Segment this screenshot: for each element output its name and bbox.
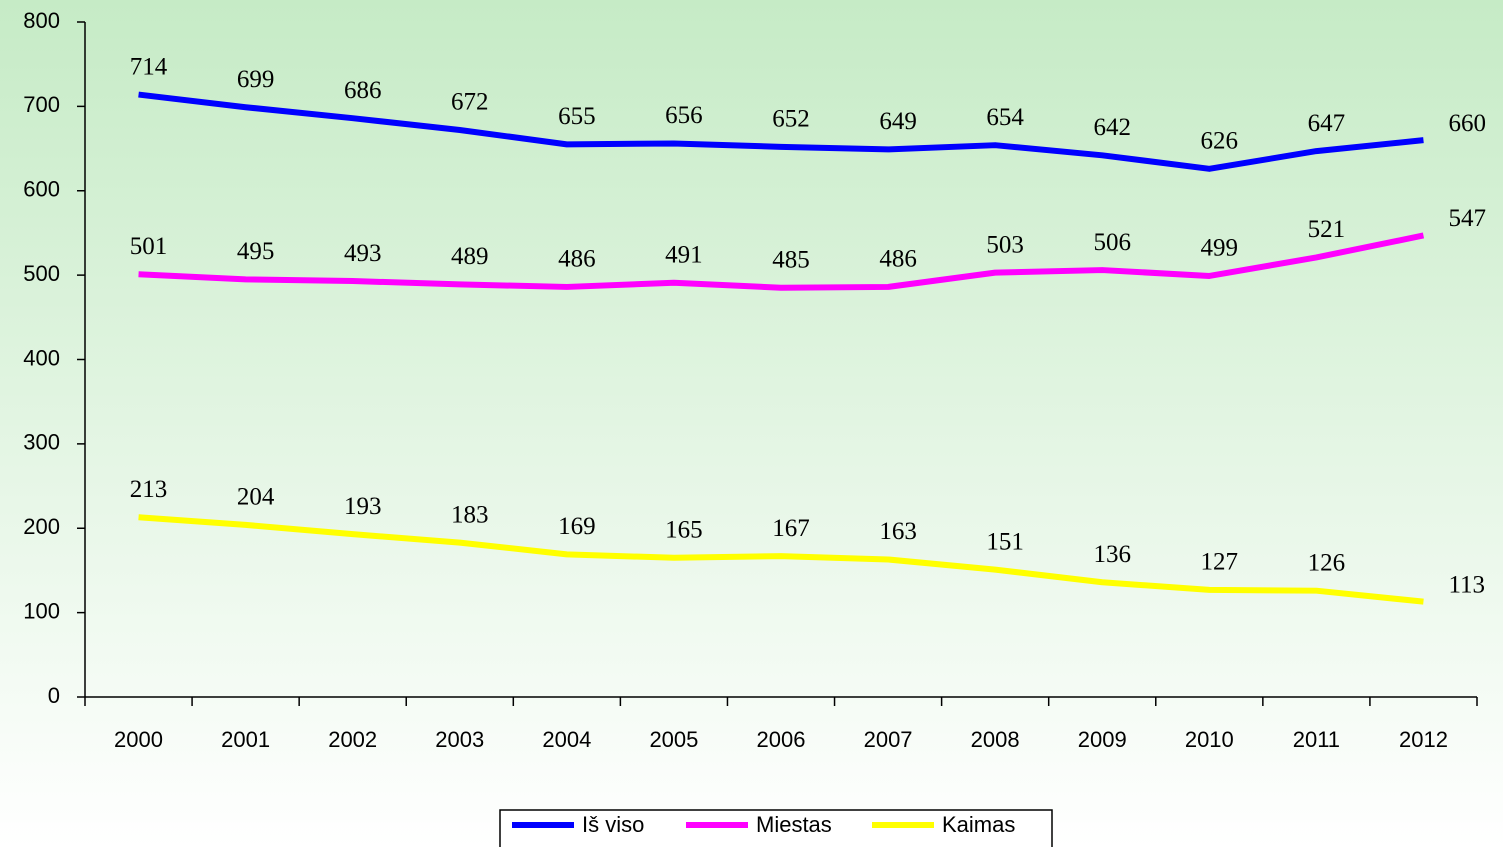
data-label: 151 (986, 528, 1024, 555)
data-label: 169 (558, 513, 596, 540)
data-label: 486 (558, 246, 596, 273)
y-tick-label: 400 (23, 345, 60, 370)
data-label: 204 (237, 484, 275, 511)
data-label: 167 (772, 515, 810, 542)
data-label: 493 (344, 240, 382, 267)
y-tick-label: 200 (23, 514, 60, 539)
data-label: 656 (665, 102, 703, 129)
x-tick-label: 2007 (864, 727, 913, 752)
data-label: 506 (1093, 229, 1131, 256)
data-label: 547 (1448, 205, 1486, 232)
data-label: 660 (1448, 110, 1486, 137)
x-tick-label: 2010 (1185, 727, 1234, 752)
data-label: 213 (130, 476, 168, 503)
y-tick-label: 800 (23, 8, 60, 33)
data-label: 495 (237, 238, 275, 265)
x-tick-label: 2005 (649, 727, 698, 752)
y-tick-label: 500 (23, 261, 60, 286)
data-label: 649 (879, 108, 917, 135)
data-label: 714 (130, 53, 168, 80)
legend-label: Kaimas (942, 812, 1015, 837)
x-tick-label: 2006 (757, 727, 806, 752)
y-tick-label: 600 (23, 177, 60, 202)
data-label: 126 (1308, 549, 1346, 576)
data-label: 486 (879, 246, 917, 273)
data-label: 489 (451, 243, 489, 270)
data-label: 113 (1448, 571, 1485, 598)
legend-label: Iš viso (582, 812, 644, 837)
data-label: 686 (344, 77, 382, 104)
x-tick-label: 2004 (542, 727, 591, 752)
data-label: 642 (1093, 114, 1131, 141)
legend-label: Miestas (756, 812, 832, 837)
series-line (138, 91, 1424, 172)
x-tick-label: 2003 (435, 727, 484, 752)
data-label: 136 (1093, 541, 1131, 568)
x-tick-label: 2009 (1078, 727, 1127, 752)
x-tick-label: 2012 (1399, 727, 1448, 752)
series-line (138, 514, 1424, 605)
data-label: 654 (986, 104, 1024, 131)
data-label: 652 (772, 106, 810, 133)
data-label: 485 (772, 247, 810, 274)
data-label: 501 (130, 233, 168, 260)
data-label: 655 (558, 103, 596, 130)
x-tick-label: 2002 (328, 727, 377, 752)
data-label: 647 (1308, 110, 1346, 137)
x-tick-label: 2011 (1293, 727, 1340, 752)
data-label: 193 (344, 493, 382, 520)
data-label: 499 (1201, 235, 1239, 262)
x-tick-label: 2008 (971, 727, 1020, 752)
data-label: 626 (1201, 128, 1239, 155)
data-label: 127 (1201, 549, 1239, 576)
y-tick-label: 700 (23, 92, 60, 117)
data-label: 183 (451, 501, 489, 528)
legend-box (499, 809, 1053, 847)
data-label: 163 (879, 518, 917, 545)
x-tick-label: 2000 (114, 727, 163, 752)
data-label: 699 (237, 66, 275, 93)
y-tick-label: 300 (23, 430, 60, 455)
data-label: 503 (986, 231, 1024, 258)
y-tick-label: 0 (48, 683, 60, 708)
data-label: 521 (1308, 216, 1346, 243)
data-label: 165 (665, 517, 703, 544)
data-label: 491 (665, 241, 703, 268)
y-tick-label: 100 (23, 598, 60, 623)
data-label: 672 (451, 89, 489, 116)
series-line (138, 232, 1425, 291)
x-tick-label: 2001 (221, 727, 270, 752)
